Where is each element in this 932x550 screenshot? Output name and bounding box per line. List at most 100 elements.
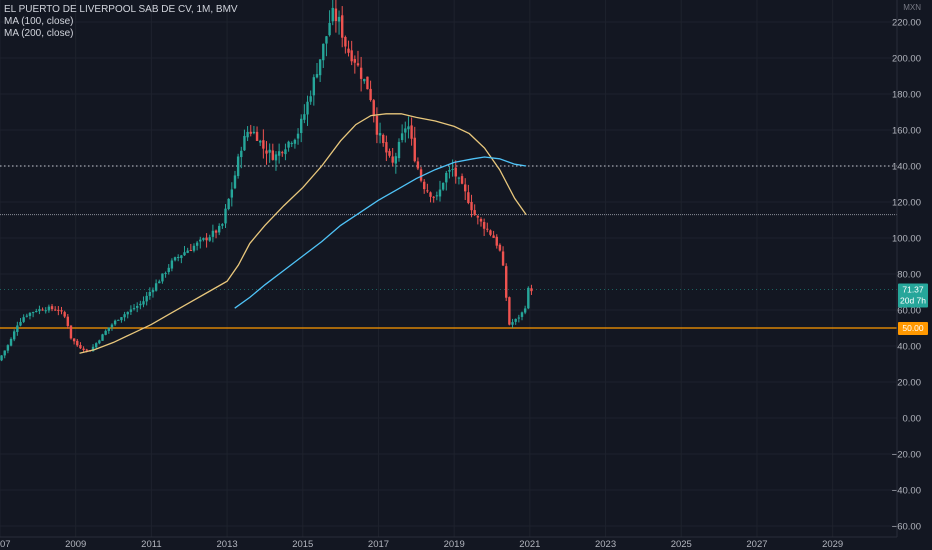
candle-body <box>16 325 19 332</box>
candle-body <box>208 237 211 241</box>
candle-body <box>318 59 322 76</box>
time-axis[interactable]: 2007 2009 2011 2013 2015 2017 2019 2021 2023 2025… <box>0 536 897 550</box>
candle-body <box>331 7 334 22</box>
ma200-line <box>234 156 527 309</box>
level-50-label-box <box>898 322 928 335</box>
candle-body <box>22 317 25 322</box>
candle-body <box>464 184 467 192</box>
candle-body <box>363 78 366 82</box>
candle-body <box>63 312 66 317</box>
candle-body <box>243 135 246 151</box>
candle-body <box>53 309 57 311</box>
candle-body <box>359 67 363 79</box>
candle-body <box>183 252 186 256</box>
candle-body <box>167 267 170 273</box>
candle-body <box>482 222 486 229</box>
candle-body <box>0 355 3 361</box>
ma100-legend[interactable]: MA (100, close) <box>4 16 74 27</box>
last-price-label-box <box>898 283 928 308</box>
candle-body <box>240 150 243 158</box>
candle-body <box>337 16 341 22</box>
candle-body <box>113 320 117 325</box>
candle-body <box>129 309 133 312</box>
candle-body <box>255 131 259 141</box>
last-price-label-text: 20d 7h <box>900 296 926 306</box>
ma100-line <box>79 113 527 354</box>
candle-body <box>38 309 41 312</box>
candle-body <box>104 330 107 335</box>
candle-body <box>470 201 473 211</box>
candle-body <box>31 312 35 314</box>
candle-body <box>28 312 32 316</box>
candle-body <box>50 306 54 310</box>
y-tick-label: 20.00 <box>897 378 921 389</box>
moving-averages <box>79 113 527 354</box>
chart-legend: EL PUERTO DE LIVERPOOL SAB DE CV, 1M, BM… <box>4 4 238 40</box>
candle-body <box>91 346 95 352</box>
x-tick-label: 2011 <box>141 539 161 550</box>
candle-body <box>117 319 120 321</box>
candle-body <box>419 169 423 181</box>
candle-body <box>72 338 76 342</box>
candle-body <box>413 137 416 162</box>
candle-body <box>445 172 448 183</box>
candle-body <box>265 150 268 154</box>
candle-body <box>148 291 152 296</box>
x-tick-label: 2013 <box>217 539 238 550</box>
candle-body <box>287 141 290 148</box>
candle-body <box>300 118 303 133</box>
candle-body <box>473 210 476 216</box>
ma200-legend[interactable]: MA (200, close) <box>4 28 74 39</box>
y-tick-label: 40.00 <box>897 342 921 353</box>
level-50-label-text: 50.00 <box>902 323 924 333</box>
y-tick-label: −60.00 <box>892 522 921 533</box>
candle-body <box>306 101 309 115</box>
candle-body <box>378 133 382 136</box>
symbol-title[interactable]: EL PUERTO DE LIVERPOOL SAB DE CV, 1M, BM… <box>4 4 238 15</box>
candle-body <box>186 250 189 253</box>
x-tick-label: 2017 <box>368 539 389 550</box>
candle-body <box>501 251 505 266</box>
candle-body <box>315 74 319 78</box>
candle-body <box>353 59 357 63</box>
candle-body <box>284 149 287 155</box>
candle-body <box>454 167 457 177</box>
candle-body <box>69 325 73 339</box>
candle-body <box>44 310 47 312</box>
candle-body <box>511 322 514 325</box>
candle-body <box>375 115 379 135</box>
candle-body <box>98 340 101 344</box>
x-tick-label: 2029 <box>822 539 843 550</box>
candle-body <box>347 48 350 53</box>
candle-body <box>372 100 375 117</box>
candle-body <box>161 273 164 282</box>
candle-body <box>246 131 249 138</box>
candle-body <box>60 310 63 312</box>
candle-body <box>407 126 410 130</box>
candle-body <box>12 331 16 340</box>
candle-body <box>441 182 445 190</box>
y-tick-label: 180.00 <box>892 90 921 101</box>
candle-body <box>514 318 517 322</box>
price-axis[interactable]: 220.00 200.00 180.00 160.00 140.00 120.00 100.… <box>892 0 922 537</box>
y-tick-label: 0.00 <box>903 414 922 425</box>
candle-body <box>94 343 98 348</box>
x-tick-label: 2019 <box>444 539 465 550</box>
candle-body <box>25 315 29 317</box>
y-tick-label: −40.00 <box>892 486 921 497</box>
candle-body <box>202 238 205 240</box>
candle-body <box>277 151 281 156</box>
candle-body <box>120 317 123 321</box>
y-tick-label: 80.00 <box>897 270 921 281</box>
candle-body <box>495 236 498 246</box>
x-tick-label: 2007 <box>0 539 11 550</box>
last-price-label-text: 71.37 <box>902 285 924 295</box>
candle-body <box>126 311 129 315</box>
candle-body <box>123 314 126 318</box>
candle-body <box>205 237 208 241</box>
candle-body <box>3 350 6 356</box>
candle-body <box>404 128 407 133</box>
